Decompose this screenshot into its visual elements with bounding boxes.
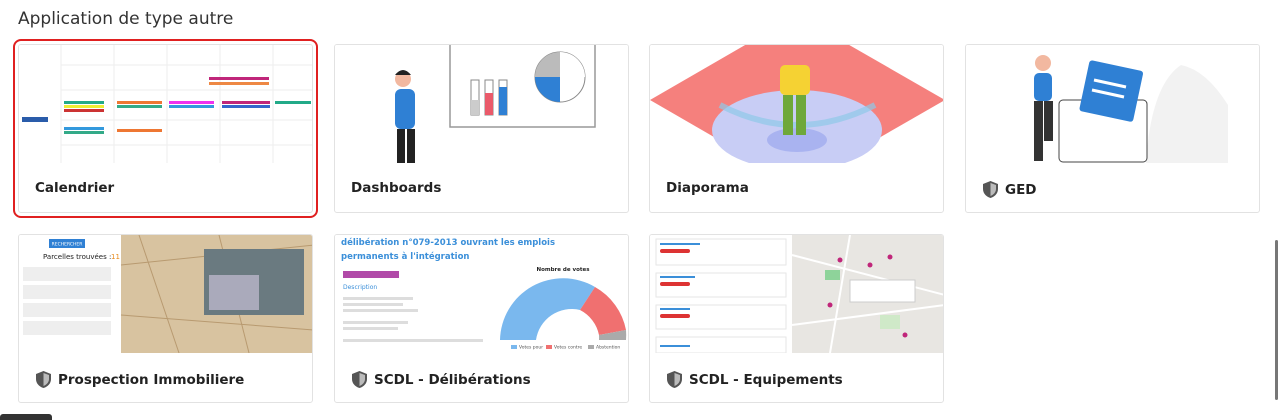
card-title: SCDL - Equipements [666,370,843,389]
search-button[interactable]: RECHERCHER [52,242,83,248]
thumbnail: RECHERCHER Parcelles trouvées : 11 [19,235,312,353]
thumbnail [650,235,943,353]
thumbnail [19,45,312,163]
card-title-text: Prospection Immobiliere [58,371,245,388]
results-count: 11 [111,253,120,261]
shield-icon [983,181,998,198]
bottom-tab[interactable] [0,414,52,420]
thumbnail [650,45,943,163]
scrollbar[interactable] [1275,240,1278,400]
card-title: Prospection Immobiliere [35,370,244,389]
section-label: Description [343,284,377,291]
section-title: Application de type autre [18,9,234,29]
app-card[interactable]: Diaporama [649,44,944,213]
thumbnail: délibération n°079-2013 ouvrant les empl… [335,235,628,353]
card-title: SCDL - Délibérations [351,370,531,389]
shield-icon [36,371,51,388]
app-card[interactable]: SCDL - Equipements [649,234,944,403]
card-title: GED [982,180,1037,199]
shield-icon [352,371,367,388]
deliberation-heading: délibération n°079-2013 ouvrant les empl… [341,238,556,262]
thumbnail [966,45,1259,163]
legend-label: Votes pour [519,345,543,351]
shield-icon [667,371,682,388]
app-card[interactable]: RECHERCHER Parcelles trouvées : 11 Prosp… [18,234,313,403]
app-card[interactable]: délibération n°079-2013 ouvrant les empl… [334,234,629,403]
app-card[interactable]: Dashboards [334,44,629,213]
card-title-text: GED [1005,181,1037,198]
app-card[interactable]: GED [965,44,1260,213]
legend-label: Votes contre [554,345,582,351]
results-label: Parcelles trouvées : [43,253,111,261]
app-card[interactable]: Calendrier [13,39,318,218]
chart-title: Nombre de votes [537,267,591,273]
card-title-text: SCDL - Délibérations [374,371,531,388]
card-title: Calendrier [35,180,115,196]
thumbnail [335,45,628,163]
card-title: Diaporama [666,180,749,196]
legend-label: Abstention [596,345,620,351]
card-title-text: SCDL - Equipements [689,371,843,388]
card-title: Dashboards [351,180,442,196]
